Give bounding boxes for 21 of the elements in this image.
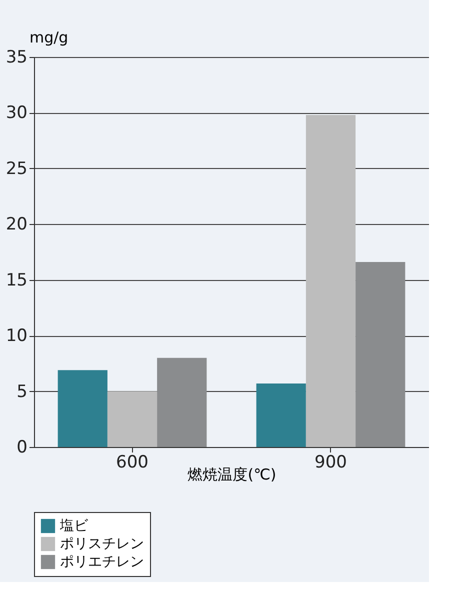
y-tick-label: 5 [16,382,28,402]
legend-label: 塩ビ [59,518,89,534]
bar [58,370,108,447]
y-tick-label: 10 [6,326,28,346]
y-tick-label: 30 [6,103,28,124]
x-axis-title: 燃焼温度(℃) [188,466,276,484]
bar [306,114,356,447]
bar [356,262,406,447]
x-tick-label: 600 [116,452,148,472]
y-tick-label: 35 [6,48,28,68]
y-tick-label: 0 [16,438,28,458]
x-tick-label: 900 [314,452,347,472]
legend-label: ポリエチレン [60,554,144,570]
bar [157,358,207,447]
y-tick-label: 25 [6,158,28,179]
legend-label: ポリスチレン [60,536,144,552]
y-tick-label: 20 [6,214,28,235]
bar [107,391,158,447]
y-tick-label: 15 [6,270,28,290]
bar [256,383,306,447]
y-axis-title: mg/g [30,28,68,46]
